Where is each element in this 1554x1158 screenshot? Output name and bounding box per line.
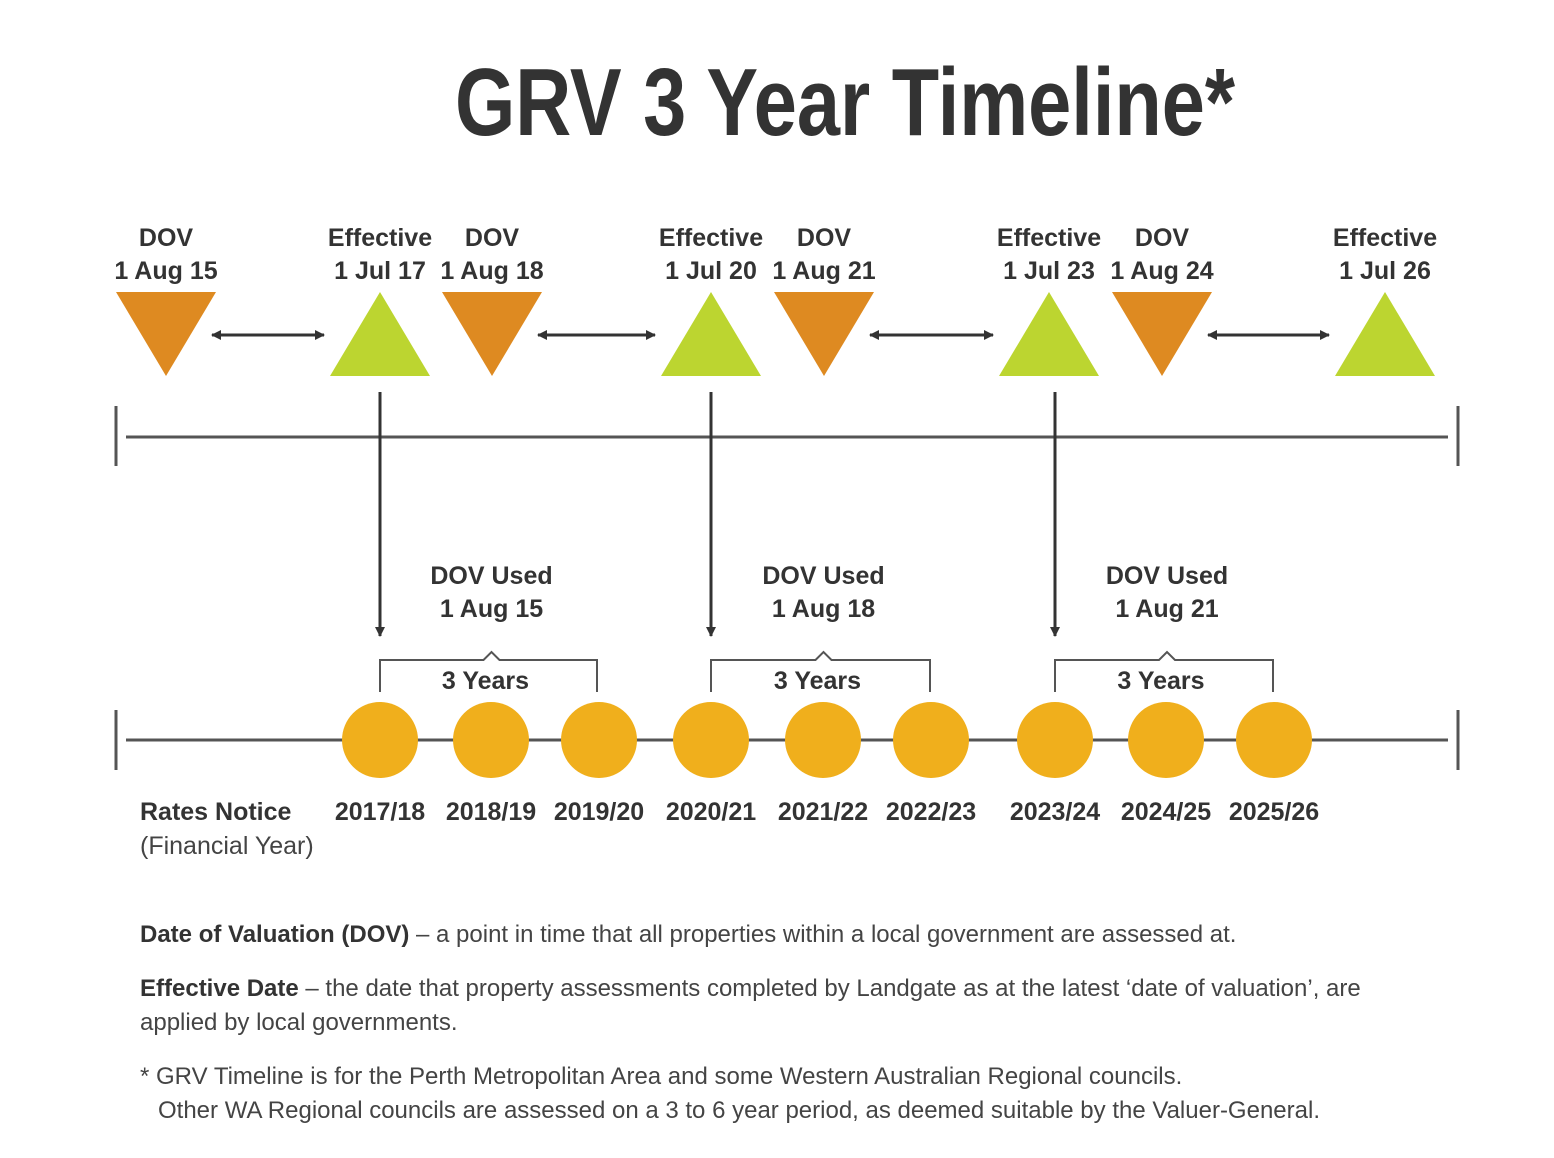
dov-triangle-marker: [116, 292, 216, 376]
event-label: DOV: [465, 224, 520, 252]
rates-year-circle: [453, 702, 529, 778]
page-title: GRV 3 Year Timeline*: [455, 49, 1236, 156]
dov-definition: Date of Valuation (DOV) – a point in tim…: [140, 918, 1440, 952]
dov-triangle-marker: [774, 292, 874, 376]
event-label: Effective: [997, 224, 1101, 252]
effective-definition: Effective Date – the date that property …: [140, 972, 1440, 1040]
event-date: 1 Aug 15: [114, 257, 217, 285]
dov-used-date: 1 Aug 18: [772, 595, 875, 623]
rates-year-circle: [1128, 702, 1204, 778]
event-label: DOV: [139, 224, 194, 252]
rates-notice-sublabel: (Financial Year): [140, 832, 314, 860]
rates-year-circle: [561, 702, 637, 778]
effective-event: Effective 1 Jul 20: [659, 224, 763, 376]
rates-year-circle: [1236, 702, 1312, 778]
rates-year-label: 2023/24: [1010, 798, 1100, 826]
rates-year-label: 2022/23: [886, 798, 976, 826]
effective-triangle-marker: [999, 292, 1099, 376]
dov-used-label: DOV Used: [1106, 562, 1228, 590]
valuation-timeline: [114, 406, 1460, 466]
rates-year-label: 2024/25: [1121, 798, 1211, 826]
rates-year: 2022/23: [886, 702, 976, 826]
dov-used-date: 1 Aug 21: [1115, 595, 1218, 623]
three-years-label: 3 Years: [774, 667, 861, 695]
event-label: Effective: [1333, 224, 1437, 252]
rates-year-circle: [893, 702, 969, 778]
event-date: 1 Jul 23: [1003, 257, 1095, 285]
dov-triangle-marker: [1112, 292, 1212, 376]
rates-year-label: 2019/20: [554, 798, 644, 826]
footnote-line-2: Other WA Regional councils are assessed …: [158, 1097, 1320, 1124]
footnote: * GRV Timeline is for the Perth Metropol…: [140, 1060, 1440, 1128]
three-years-label: 3 Years: [1117, 667, 1204, 695]
rates-year-label: 2020/21: [666, 798, 756, 826]
dov-used-label: DOV Used: [430, 562, 552, 590]
rates-year-circle: [673, 702, 749, 778]
rates-year: 2021/22: [778, 702, 868, 826]
valuation-cycle: DOV Used 1 Aug 15 3 Years: [375, 392, 598, 695]
rates-year: 2018/19: [446, 702, 536, 826]
rates-notice-label: Rates Notice: [140, 798, 292, 826]
event-date: 1 Jul 26: [1339, 257, 1431, 285]
event-label: DOV: [1135, 224, 1190, 252]
dov-event: DOV 1 Aug 21: [772, 224, 876, 376]
rates-year: 2019/20: [554, 702, 644, 826]
dov-used-date: 1 Aug 15: [440, 595, 543, 623]
event-label: DOV: [797, 224, 852, 252]
rates-year-circle: [785, 702, 861, 778]
event-label: Effective: [328, 224, 432, 252]
dov-used-label: DOV Used: [762, 562, 884, 590]
rates-year: 2020/21: [666, 702, 756, 826]
three-year-bracket: [1054, 650, 1274, 692]
three-year-bracket: [379, 650, 598, 692]
rates-year-label: 2021/22: [778, 798, 868, 826]
event-date: 1 Jul 20: [665, 257, 757, 285]
event-date: 1 Aug 21: [772, 257, 875, 285]
rates-year-label: 2025/26: [1229, 798, 1319, 826]
event-label: Effective: [659, 224, 763, 252]
event-date: 1 Aug 18: [440, 257, 543, 285]
rates-year: 2023/24: [1010, 702, 1100, 826]
dov-event: DOV 1 Aug 24: [1110, 224, 1214, 376]
event-date: 1 Aug 24: [1110, 257, 1213, 285]
dov-triangle-marker: [442, 292, 542, 376]
effective-event: Effective 1 Jul 23: [997, 224, 1101, 376]
effective-triangle-marker: [330, 292, 430, 376]
effective-triangle-marker: [1335, 292, 1435, 376]
effective-triangle-marker: [661, 292, 761, 376]
valuation-cycle: DOV Used 1 Aug 21 3 Years: [1050, 392, 1274, 695]
event-date: 1 Jul 17: [334, 257, 426, 285]
effective-term: Effective Date: [140, 975, 299, 1002]
rates-year-label: 2017/18: [335, 798, 425, 826]
valuation-cycle: DOV Used 1 Aug 18 3 Years: [706, 392, 931, 695]
rates-year-circle: [1017, 702, 1093, 778]
effective-event: Effective 1 Jul 26: [1333, 224, 1437, 376]
rates-year: 2024/25: [1121, 702, 1211, 826]
dov-event: DOV 1 Aug 18: [440, 224, 544, 376]
effective-event: Effective 1 Jul 17: [328, 224, 432, 376]
rates-year-label: 2018/19: [446, 798, 536, 826]
rates-year: 2017/18: [335, 702, 425, 826]
three-years-label: 3 Years: [442, 667, 529, 695]
three-year-bracket: [710, 650, 931, 692]
rates-year: 2025/26: [1229, 702, 1319, 826]
rates-year-circle: [342, 702, 418, 778]
dov-description: – a point in time that all properties wi…: [409, 921, 1237, 948]
dov-term: Date of Valuation (DOV): [140, 921, 410, 948]
definitions-notes: Date of Valuation (DOV) – a point in tim…: [140, 918, 1440, 1148]
effective-description: – the date that property assessments com…: [140, 975, 1361, 1036]
footnote-line-1: * GRV Timeline is for the Perth Metropol…: [140, 1063, 1183, 1090]
dov-event: DOV 1 Aug 15: [114, 224, 218, 376]
